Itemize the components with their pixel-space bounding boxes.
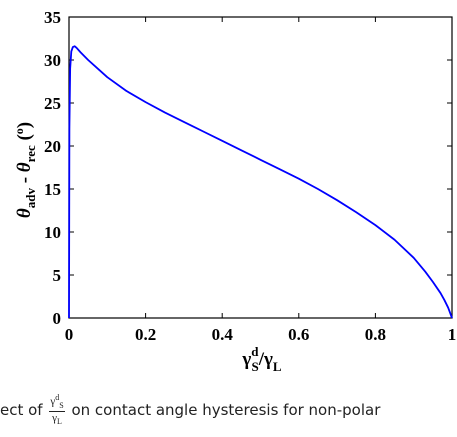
caption-prefix: ect of xyxy=(0,400,43,419)
x-axis-label: γd S/γL xyxy=(241,344,282,374)
chart-series xyxy=(68,45,453,319)
caption-fraction: γdS γL xyxy=(49,394,65,427)
caption-suffix: on contact angle hysteresis for non-pola… xyxy=(71,400,381,419)
x-tick-label: 0.8 xyxy=(365,325,386,344)
series-line xyxy=(68,45,453,319)
chart-axes xyxy=(68,16,453,319)
y-tick-label: 20 xyxy=(44,137,61,156)
y-tick-label: 5 xyxy=(53,266,62,285)
y-tick-label: 35 xyxy=(44,8,61,27)
y-tick-label: 15 xyxy=(44,180,61,199)
y-tick-label: 25 xyxy=(44,94,61,113)
caption-fraction-numerator: γdS xyxy=(49,394,65,412)
figure-caption: ect of γdS γL on contact angle hysteresi… xyxy=(0,394,457,437)
caption-fraction-denominator: γL xyxy=(52,411,62,426)
y-tick-label: 10 xyxy=(44,223,61,242)
x-tick-label: 1 xyxy=(448,325,457,344)
y-tick-label: 0 xyxy=(53,309,62,328)
x-tick-label: 0 xyxy=(65,325,74,344)
y-tick-label: 30 xyxy=(44,51,61,70)
x-tick-label: 0.4 xyxy=(212,325,234,344)
x-tick-label: 0.2 xyxy=(135,325,156,344)
y-axis-label: θadv - θrec (o) xyxy=(12,122,38,218)
plot-frame xyxy=(68,16,453,319)
x-tick-label: 0.6 xyxy=(288,325,309,344)
